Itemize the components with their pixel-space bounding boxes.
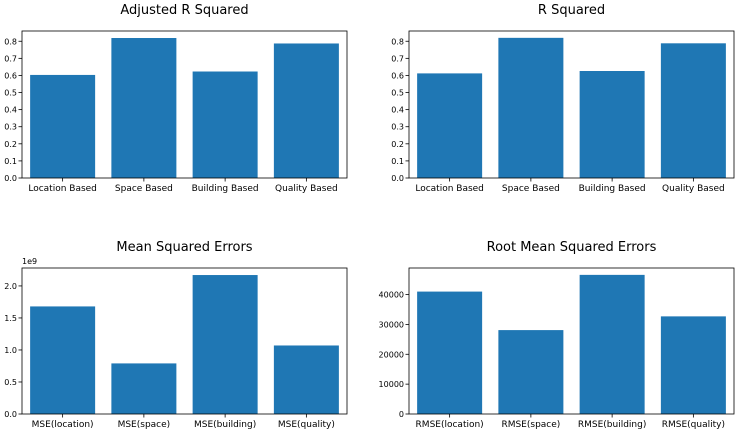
chart-title: R Squared — [538, 3, 605, 18]
y-tick-label: 0.5 — [4, 89, 17, 98]
y-tick-label: 0.8 — [391, 37, 404, 46]
y-tick-label: 0 — [399, 410, 404, 419]
chart-title: Adjusted R Squared — [120, 3, 248, 18]
x-tick-label: Building Based — [192, 184, 259, 194]
y-tick-label: 0.6 — [391, 71, 404, 80]
chart-root-mean-squared-errors: Root Mean Squared Errors 0 10000 20000 30000… — [379, 240, 735, 430]
bar-mse-quality — [273, 345, 339, 414]
x-tick-label: MSE(building) — [194, 420, 256, 430]
bar-mse-location — [30, 306, 96, 414]
y-tick-label: 0.2 — [4, 140, 17, 149]
bar-rmse-space — [498, 330, 564, 414]
bar-mse-building — [192, 275, 258, 414]
bar-location-based — [30, 74, 96, 178]
chart-title: Root Mean Squared Errors — [487, 240, 657, 255]
y-tick-label: 10000 — [379, 380, 404, 389]
axes-frame — [408, 267, 735, 415]
y-tick-label: 0.5 — [4, 378, 17, 387]
y-tick-label: 0.7 — [4, 54, 17, 63]
x-tick-label: Quality Based — [275, 184, 338, 194]
y-tick-label: 1.5 — [4, 314, 17, 323]
y-tick-label: 20000 — [379, 350, 404, 359]
bar-rmse-quality — [660, 316, 726, 414]
bar-location-based — [417, 73, 483, 178]
y-tick-label: 40000 — [379, 291, 404, 300]
x-tick-label: Space Based — [502, 184, 560, 194]
chart-adjusted-r-squared: Adjusted R Squared 0.0 0.1 0.2 0.3 0.4 0.5 0.6 0… — [4, 3, 348, 194]
bar-rmse-location — [417, 291, 483, 414]
chart-title: Mean Squared Errors — [116, 240, 252, 255]
y-tick-label: 0.0 — [4, 410, 17, 419]
bar-space-based — [111, 38, 177, 179]
y-tick-label: 0.0 — [391, 174, 404, 183]
bar-mse-space — [111, 363, 177, 414]
y-tick-label: 0.4 — [391, 106, 404, 115]
y-tick-label: 0.0 — [4, 174, 17, 183]
bar-rmse-building — [579, 274, 645, 414]
y-tick-label: 0.5 — [391, 89, 404, 98]
x-tick-label: MSE(quality) — [278, 420, 335, 430]
y-tick-label: 1.0 — [4, 346, 17, 355]
bar-building-based — [579, 71, 645, 178]
x-tick-label: RMSE(quality) — [662, 420, 725, 430]
y-tick-label: 0.8 — [4, 37, 17, 46]
axes-frame — [21, 267, 348, 415]
axes-frame — [408, 30, 735, 179]
chart-mean-squared-errors: Mean Squared Errors 0.0 0.5 1.0 1.5 2.0 MSE(lo… — [4, 240, 348, 430]
x-tick-label: Quality Based — [662, 184, 725, 194]
x-tick-label: Building Based — [579, 184, 646, 194]
x-tick-label: Location Based — [415, 184, 484, 194]
chart-r-squared: R Squared 0.0 0.1 0.2 0.3 0.4 0.5 0.6 0.7 0.8 Loca… — [391, 3, 735, 194]
bar-space-based — [498, 37, 564, 179]
x-tick-label: Location Based — [28, 184, 97, 194]
y-tick-label: 0.4 — [4, 106, 17, 115]
bar-building-based — [192, 71, 258, 178]
y-tick-label: 2.0 — [4, 282, 17, 291]
y-tick-label: 0.1 — [4, 157, 17, 166]
axes-frame — [21, 30, 348, 179]
x-tick-label: RMSE(space) — [501, 420, 560, 430]
y-tick-label: 0.2 — [391, 140, 404, 149]
x-tick-label: MSE(location) — [32, 420, 94, 430]
x-tick-label: Space Based — [115, 184, 173, 194]
y-tick-label: 0.7 — [391, 54, 404, 63]
y-tick-label: 0.3 — [4, 123, 17, 132]
bar-quality-based — [273, 43, 339, 179]
x-tick-label: RMSE(location) — [416, 420, 484, 430]
y-axis-offset-label: 1e9 — [22, 257, 37, 266]
y-tick-label: 30000 — [379, 320, 404, 329]
x-tick-label: RMSE(building) — [578, 420, 647, 430]
y-tick-label: 0.1 — [391, 157, 404, 166]
y-tick-label: 0.6 — [4, 71, 17, 80]
bar-quality-based — [660, 43, 726, 179]
x-tick-label: MSE(space) — [118, 420, 171, 430]
y-tick-label: 0.3 — [391, 123, 404, 132]
